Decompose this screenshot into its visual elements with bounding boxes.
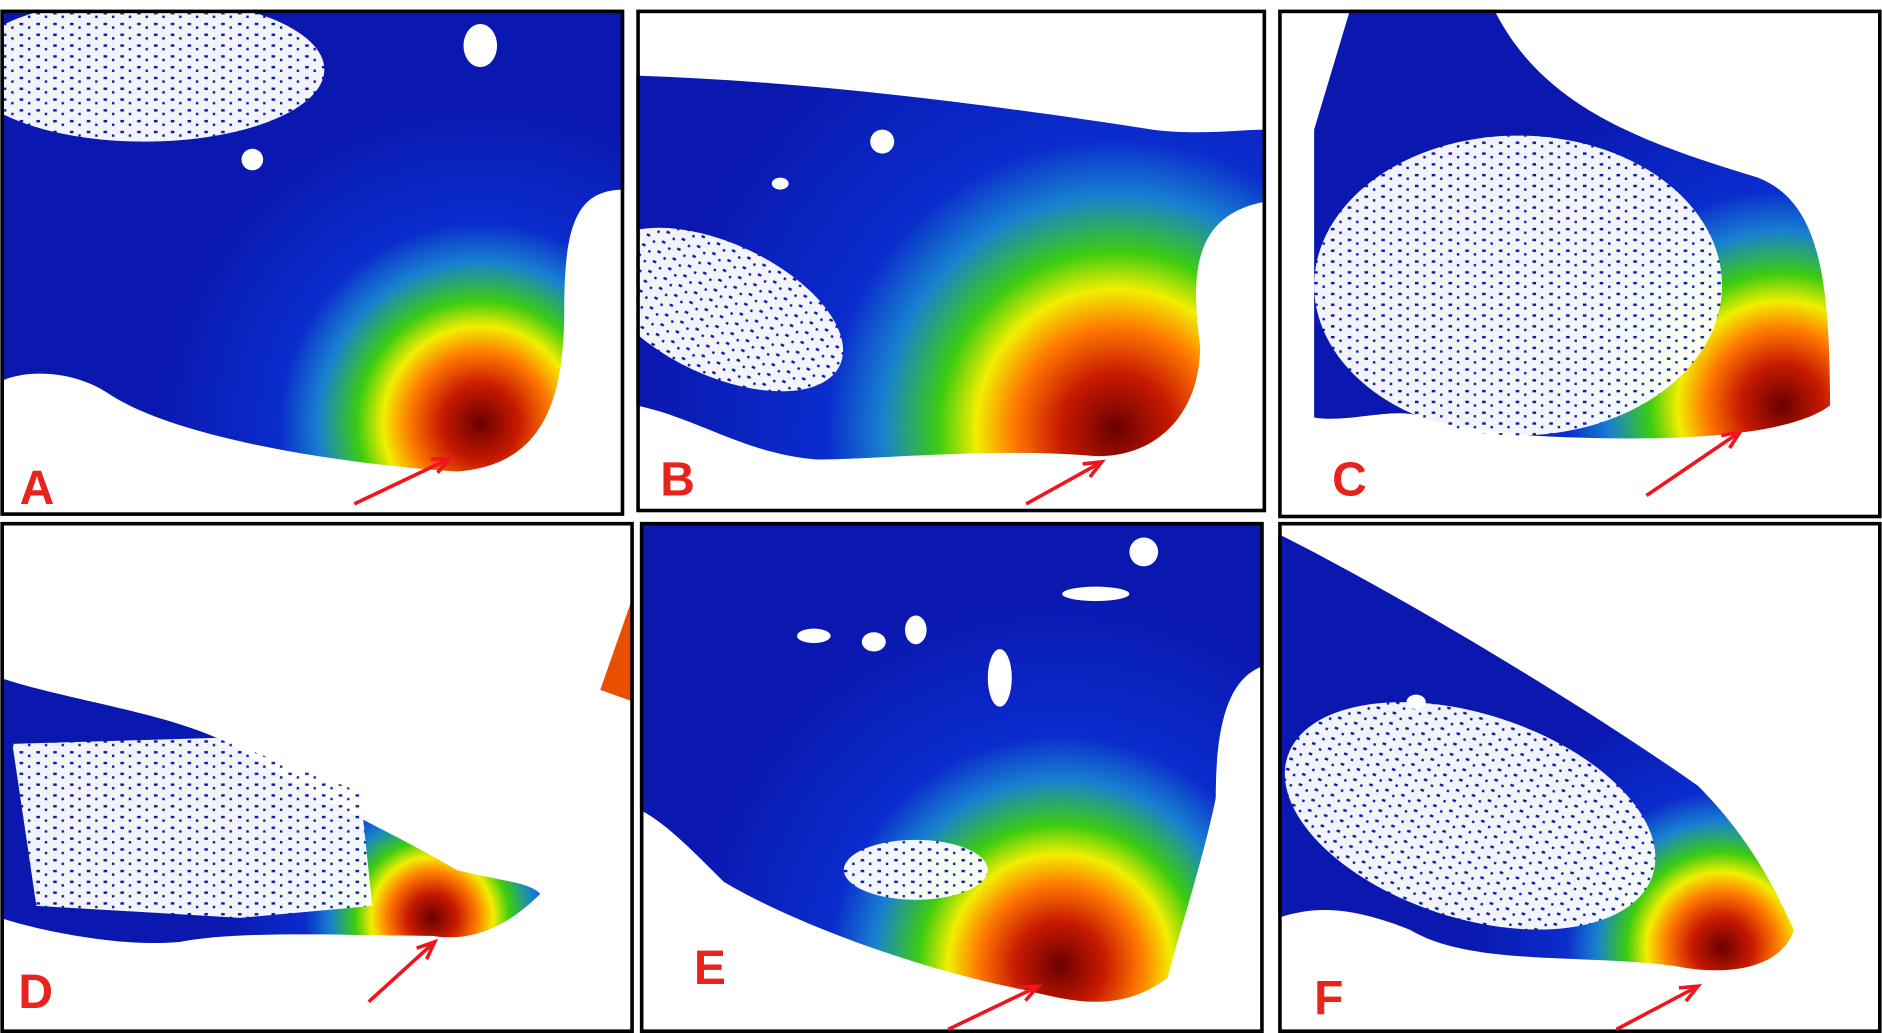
panel: F xyxy=(1278,521,1882,1033)
island xyxy=(797,628,831,644)
island xyxy=(1062,586,1130,602)
panel-border xyxy=(1278,9,1882,519)
arrow xyxy=(353,456,452,506)
panel-label: F xyxy=(1314,972,1343,1025)
water-edge xyxy=(600,593,634,702)
panel-border xyxy=(0,521,634,1033)
panel-image xyxy=(639,521,1264,1033)
island xyxy=(905,615,927,645)
panel-image xyxy=(0,9,625,516)
water xyxy=(639,521,1264,1002)
arrow-head xyxy=(431,456,455,474)
island xyxy=(241,148,264,171)
panel-image xyxy=(0,521,634,1033)
island xyxy=(861,632,886,652)
arrow xyxy=(1615,984,1699,1031)
panel-image xyxy=(1278,9,1882,519)
arrow-head xyxy=(1678,984,1703,1003)
panel-image xyxy=(636,9,1267,513)
panel-label: E xyxy=(694,942,726,995)
arrow-head xyxy=(1082,459,1106,479)
arrow xyxy=(947,984,1039,1032)
island xyxy=(870,129,895,154)
arrow-head xyxy=(415,938,439,960)
panel: B xyxy=(636,9,1267,513)
island xyxy=(463,23,498,68)
panel: E xyxy=(639,521,1264,1033)
cloud-mask xyxy=(843,839,988,900)
island xyxy=(1129,537,1159,567)
cloud-mask xyxy=(1284,702,1656,930)
arrow-head xyxy=(1018,984,1043,1002)
panel: C xyxy=(1278,9,1882,519)
cloud-mask xyxy=(0,9,325,142)
panel-label: D xyxy=(18,966,53,1019)
panel: A xyxy=(0,9,625,516)
island xyxy=(771,177,789,190)
arrow-head xyxy=(1720,429,1744,450)
panel-label: B xyxy=(660,454,695,507)
panel-border xyxy=(636,9,1267,513)
panel-border xyxy=(639,521,1264,1033)
cloud-mask xyxy=(12,737,373,918)
arrow xyxy=(1645,430,1742,497)
cloud-mask xyxy=(1314,135,1723,436)
island xyxy=(987,649,1012,707)
panel-label: C xyxy=(1332,454,1367,507)
panel-border xyxy=(0,9,625,516)
panel-border xyxy=(1278,521,1882,1033)
island xyxy=(1406,694,1426,710)
cloud-mask xyxy=(636,227,844,392)
arrow xyxy=(1025,460,1103,506)
panel-image xyxy=(1278,521,1882,1033)
panel-label: A xyxy=(20,462,55,515)
arrow xyxy=(367,940,436,1004)
panel: D xyxy=(0,521,634,1033)
